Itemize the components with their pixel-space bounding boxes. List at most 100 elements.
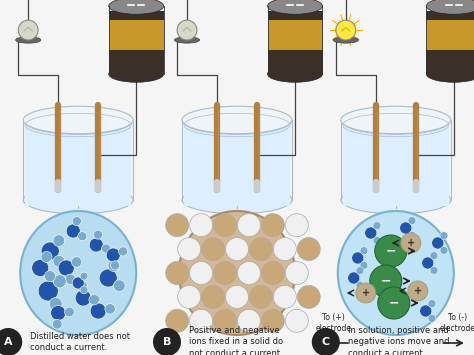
Ellipse shape <box>267 0 322 14</box>
Circle shape <box>261 309 284 332</box>
Ellipse shape <box>267 66 322 82</box>
Circle shape <box>178 237 201 261</box>
Ellipse shape <box>23 186 133 214</box>
Circle shape <box>80 286 88 294</box>
FancyBboxPatch shape <box>109 20 164 50</box>
Circle shape <box>18 20 38 40</box>
Text: +: + <box>407 238 415 248</box>
Circle shape <box>297 285 320 308</box>
Circle shape <box>333 17 358 43</box>
Circle shape <box>166 214 189 237</box>
Ellipse shape <box>179 211 295 335</box>
Ellipse shape <box>333 37 358 43</box>
Circle shape <box>261 262 284 284</box>
Circle shape <box>285 262 308 284</box>
Circle shape <box>285 214 308 237</box>
Text: To (+)
electrode: To (+) electrode <box>316 313 352 333</box>
Circle shape <box>432 237 444 249</box>
Circle shape <box>89 238 103 252</box>
Circle shape <box>430 252 438 260</box>
Text: C: C <box>322 337 330 347</box>
Circle shape <box>101 244 110 253</box>
Circle shape <box>348 272 360 284</box>
Circle shape <box>373 236 381 244</box>
Circle shape <box>45 271 55 282</box>
Circle shape <box>190 214 213 237</box>
Circle shape <box>77 281 87 291</box>
Circle shape <box>113 280 125 291</box>
Circle shape <box>360 247 368 255</box>
Ellipse shape <box>182 186 292 214</box>
FancyBboxPatch shape <box>426 50 474 74</box>
Circle shape <box>0 328 22 355</box>
FancyBboxPatch shape <box>343 122 449 206</box>
Circle shape <box>190 309 213 332</box>
Circle shape <box>38 281 58 301</box>
Circle shape <box>408 281 428 301</box>
Circle shape <box>52 320 62 329</box>
Text: +: + <box>414 286 422 296</box>
Circle shape <box>352 252 364 264</box>
Ellipse shape <box>182 106 292 134</box>
Circle shape <box>41 242 59 260</box>
Circle shape <box>375 235 407 267</box>
Circle shape <box>53 235 65 246</box>
Ellipse shape <box>343 110 449 135</box>
Circle shape <box>365 227 377 239</box>
Circle shape <box>65 274 75 284</box>
FancyBboxPatch shape <box>23 120 133 207</box>
Ellipse shape <box>184 110 290 135</box>
Ellipse shape <box>25 110 131 135</box>
Ellipse shape <box>426 0 474 14</box>
Circle shape <box>166 309 189 332</box>
Circle shape <box>201 237 225 261</box>
Ellipse shape <box>109 66 164 82</box>
Circle shape <box>273 237 296 261</box>
Circle shape <box>32 260 49 277</box>
Circle shape <box>378 287 410 319</box>
Text: B: B <box>163 337 171 347</box>
Circle shape <box>108 260 120 272</box>
Circle shape <box>356 267 364 274</box>
Text: −: − <box>381 274 391 288</box>
Circle shape <box>166 262 189 284</box>
Text: Positive and negative
ions fixed in a solid do
not conduct a current.: Positive and negative ions fixed in a so… <box>189 326 283 355</box>
Circle shape <box>214 309 237 332</box>
Circle shape <box>75 290 91 306</box>
Text: A: A <box>4 337 12 347</box>
Circle shape <box>226 237 248 261</box>
Circle shape <box>430 267 438 274</box>
FancyBboxPatch shape <box>25 122 131 206</box>
FancyBboxPatch shape <box>426 20 474 50</box>
Circle shape <box>401 233 421 253</box>
FancyBboxPatch shape <box>267 11 322 20</box>
Ellipse shape <box>426 66 474 82</box>
Circle shape <box>312 328 340 355</box>
Circle shape <box>214 214 237 237</box>
FancyBboxPatch shape <box>109 50 164 74</box>
Circle shape <box>80 272 88 280</box>
Ellipse shape <box>109 0 164 14</box>
Circle shape <box>106 248 120 262</box>
Ellipse shape <box>16 37 41 43</box>
Circle shape <box>440 232 448 240</box>
Circle shape <box>249 237 273 261</box>
Circle shape <box>90 303 106 319</box>
Text: −: − <box>385 245 396 257</box>
Circle shape <box>428 315 436 322</box>
Text: +: + <box>362 288 370 298</box>
FancyBboxPatch shape <box>184 122 290 206</box>
Circle shape <box>58 260 74 276</box>
Circle shape <box>226 285 248 308</box>
FancyBboxPatch shape <box>182 120 292 207</box>
Circle shape <box>370 265 402 297</box>
Circle shape <box>66 224 80 238</box>
Circle shape <box>237 214 260 237</box>
FancyBboxPatch shape <box>341 120 451 207</box>
Circle shape <box>89 295 100 305</box>
FancyBboxPatch shape <box>426 11 474 20</box>
Ellipse shape <box>20 211 136 335</box>
Circle shape <box>356 282 364 289</box>
Circle shape <box>105 304 115 314</box>
Circle shape <box>356 283 376 303</box>
